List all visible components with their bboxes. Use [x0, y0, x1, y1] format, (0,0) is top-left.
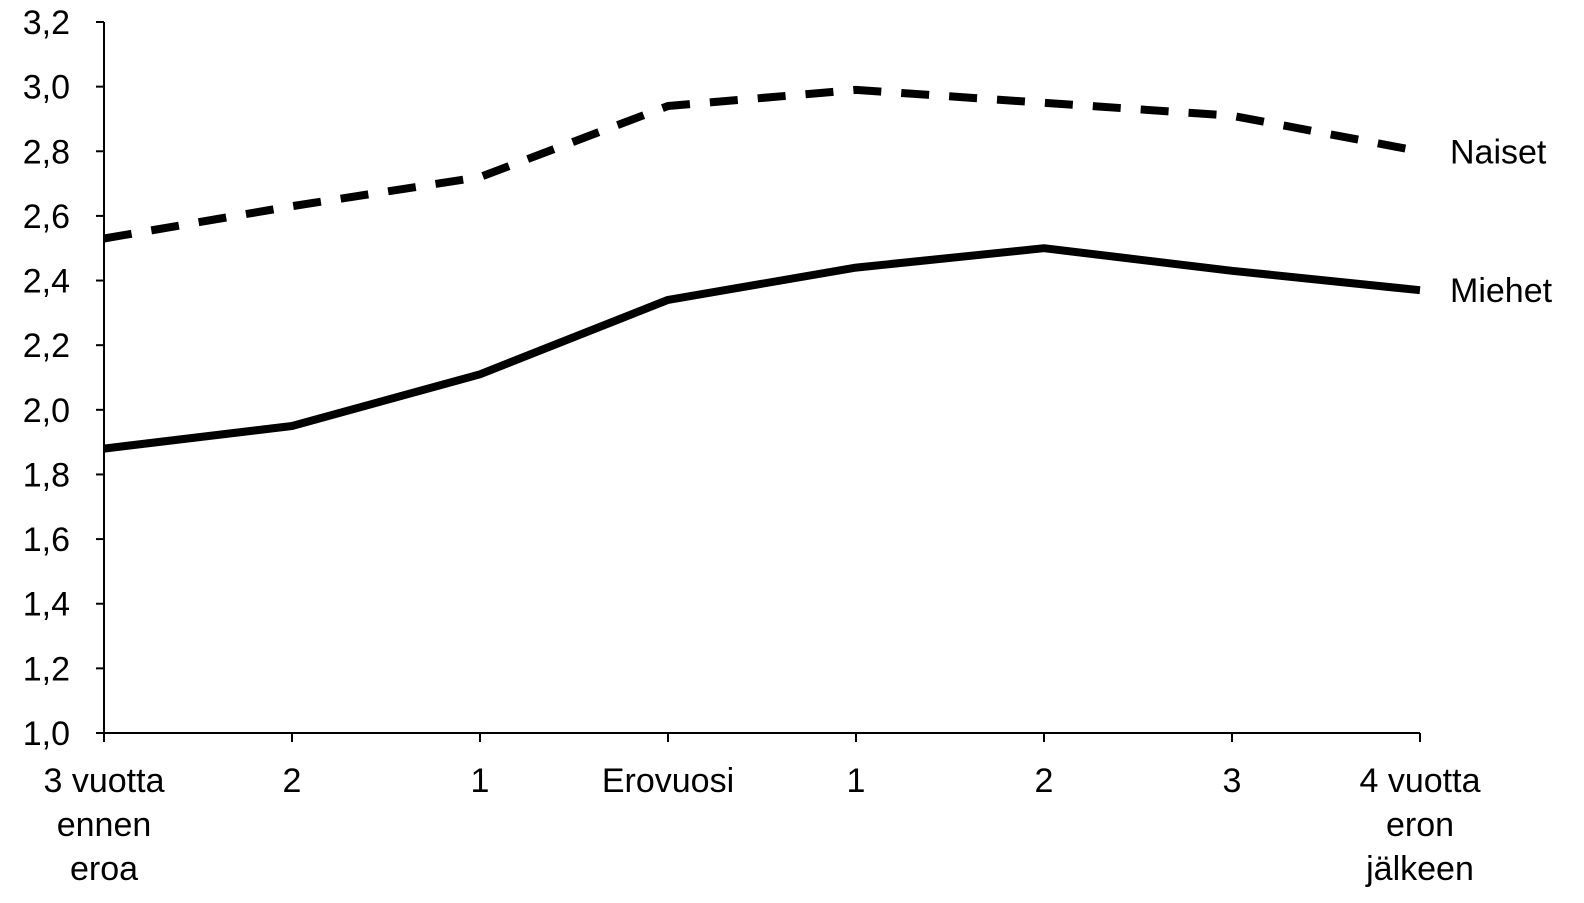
x-tick-label-line: jälkeen: [1365, 850, 1474, 888]
series-line-naiset: [103, 85, 1421, 243]
x-tick-label-line: ennen: [57, 806, 152, 844]
x-tick-label: 1: [847, 762, 866, 800]
y-tick-label: 1,6: [23, 521, 70, 559]
y-tick-label: 1,0: [23, 715, 70, 753]
axes: [96, 21, 1421, 742]
x-tick-label-line: 1: [847, 762, 866, 800]
series-lines: [103, 85, 1421, 453]
y-tick-label: 3,2: [23, 4, 70, 42]
series-labels: Naiset Miehet: [1450, 133, 1553, 310]
x-tick-label: Erovuosi: [602, 762, 734, 800]
tick-labels: 1,0 1,2 1,4 1,6 1,8 2,0 2,2 2,4 2,6 2,8 3,0 3,2 3 vu…: [23, 4, 1481, 888]
x-tick-label: 1: [471, 762, 490, 800]
y-tick-label: 2,8: [23, 133, 70, 171]
x-tick-label: 3: [1223, 762, 1242, 800]
x-tick-label: 2: [283, 762, 302, 800]
series-label-miehet: Miehet: [1450, 272, 1553, 310]
x-tick-label-line: 4 vuotta: [1360, 762, 1481, 800]
x-tick-label-line: Erovuosi: [602, 762, 734, 800]
y-tick-label: 2,0: [23, 392, 70, 430]
y-tick-label: 1,2: [23, 650, 70, 688]
x-tick-label-line: 3 vuotta: [44, 762, 165, 800]
series-label-naiset: Naiset: [1450, 133, 1547, 171]
x-tick-label: 4 vuotta eron jälkeen: [1360, 762, 1481, 888]
y-tick-label: 2,6: [23, 198, 70, 236]
x-tick-label: 3 vuotta ennen eroa: [44, 762, 165, 888]
x-tick-label-line: eron: [1386, 806, 1454, 844]
x-tick-label-line: 1: [471, 762, 490, 800]
x-tick-label-line: 2: [1035, 762, 1054, 800]
x-tick-label: 2: [1035, 762, 1054, 800]
x-tick-label-line: 3: [1223, 762, 1242, 800]
series-line-miehet: [103, 244, 1421, 453]
y-tick-label: 1,8: [23, 456, 70, 494]
y-tick-label: 1,4: [23, 586, 70, 624]
x-tick-label-line: eroa: [70, 850, 138, 888]
x-tick-label-line: 2: [283, 762, 302, 800]
y-tick-label: 2,2: [23, 327, 70, 365]
y-tick-label: 3,0: [23, 69, 70, 107]
y-tick-label: 2,4: [23, 263, 70, 301]
